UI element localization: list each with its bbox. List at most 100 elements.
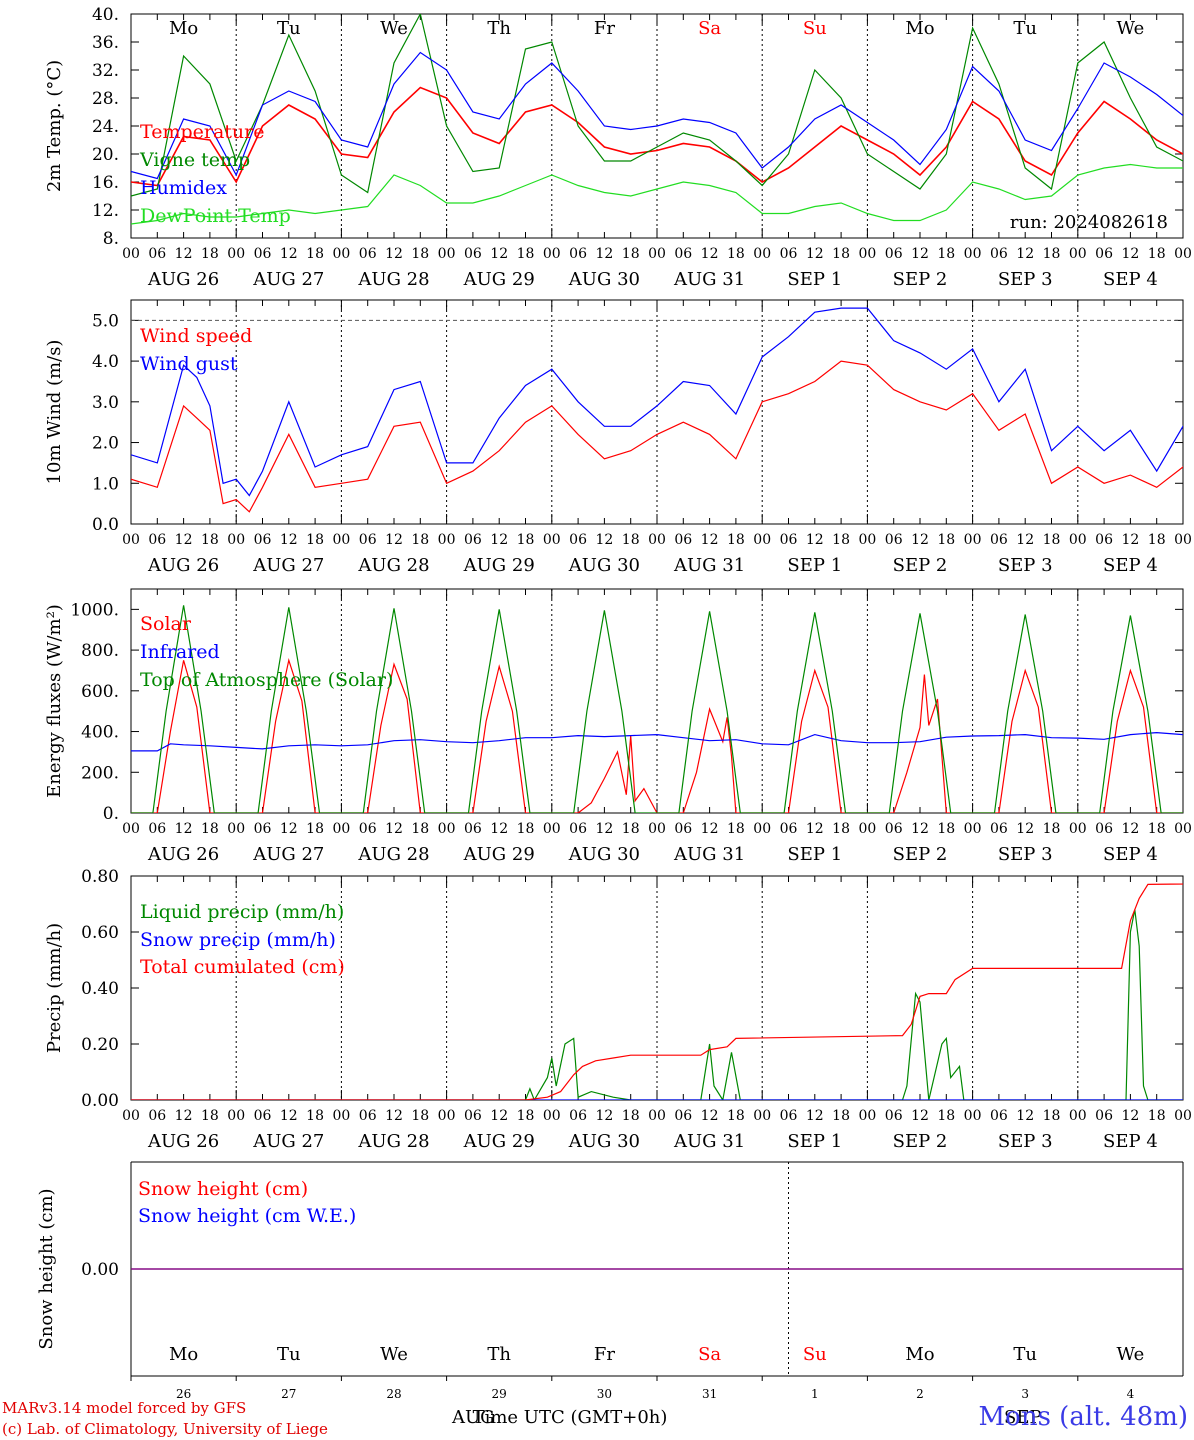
hour-label: 18: [1043, 246, 1061, 262]
hour-label: 00: [332, 1108, 350, 1124]
y-tick-label: 800.: [81, 641, 119, 661]
hour-label: 18: [937, 246, 955, 262]
series-line-humidex: [131, 51, 1183, 180]
date-label: AUG 27: [252, 555, 324, 576]
hour-label: 12: [595, 821, 613, 837]
hour-label: 12: [490, 532, 508, 548]
series-line-liquid-precip-mm-h-: [131, 909, 1183, 1100]
x-axis-title: Time UTC (GMT+0h): [473, 1407, 668, 1428]
hour-label: 18: [937, 532, 955, 548]
day-number: 27: [281, 1387, 296, 1401]
hour-label: 12: [175, 821, 193, 837]
hour-label: 06: [569, 246, 587, 262]
y-tick-label: 1.0: [92, 474, 119, 494]
legend-entry: Infrared: [140, 641, 220, 663]
date-label: SEP 2: [893, 844, 948, 865]
y-tick-label: 0.20: [81, 1035, 119, 1055]
hour-label: 18: [832, 246, 850, 262]
y-axis-label: Energy fluxes (W/m²): [44, 604, 65, 798]
date-label: SEP 4: [1103, 1131, 1158, 1152]
hour-label: 06: [359, 821, 377, 837]
hour-label: 00: [543, 532, 561, 548]
date-label: AUG 26: [147, 1131, 219, 1152]
date-label: SEP 3: [998, 844, 1053, 865]
hour-label: 12: [280, 1108, 298, 1124]
hour-label: 12: [1016, 532, 1034, 548]
legend-entry: Vigne temp: [139, 149, 250, 171]
y-tick-label: 20.: [92, 145, 119, 165]
weekday-label: Mo: [169, 1344, 198, 1365]
y-tick-label: 400.: [81, 723, 119, 743]
y-tick-label: 0.40: [81, 979, 119, 999]
day-number: 3: [1021, 1387, 1029, 1401]
hour-label: 06: [674, 246, 692, 262]
weekday-label: We: [1117, 18, 1145, 39]
hour-label: 00: [122, 1108, 140, 1124]
hour-label: 00: [1069, 532, 1087, 548]
date-label: SEP 3: [998, 269, 1053, 290]
hour-label: 06: [464, 246, 482, 262]
hour-label: 06: [464, 532, 482, 548]
hour-label: 18: [517, 246, 535, 262]
hour-label: 18: [411, 532, 429, 548]
hour-label: 06: [885, 246, 903, 262]
hour-label: 00: [438, 821, 456, 837]
weekday-label: Mo: [905, 1344, 934, 1365]
hour-label: 06: [359, 532, 377, 548]
hour-label: 06: [780, 246, 798, 262]
y-tick-label: 28.: [92, 89, 119, 109]
series-group: [131, 883, 1183, 1100]
hour-label: 00: [227, 1108, 245, 1124]
month-label: SEP: [1004, 1407, 1042, 1428]
hour-label: 18: [832, 532, 850, 548]
hour-label: 12: [911, 1108, 929, 1124]
hour-label: 12: [175, 246, 193, 262]
date-label: AUG 26: [147, 269, 219, 290]
day-number: 4: [1127, 1387, 1135, 1401]
legend-entry: Solar: [140, 613, 192, 635]
y-tick-label: 0.: [103, 804, 119, 824]
hour-label: 06: [359, 1108, 377, 1124]
hour-label: 12: [595, 1108, 613, 1124]
y-tick-label: 0.0: [92, 515, 119, 535]
weekday-label: Su: [803, 1344, 827, 1365]
legend-entry: Snow height (cm): [138, 1178, 308, 1200]
hour-label: 18: [411, 246, 429, 262]
weekday-label: Mo: [905, 18, 934, 39]
weekday-label: Fr: [594, 18, 615, 39]
date-label: AUG 29: [463, 269, 535, 290]
hour-label: 06: [990, 1108, 1008, 1124]
hour-label: 18: [306, 532, 324, 548]
y-tick-label: 4.0: [92, 352, 119, 372]
date-label: AUG 28: [357, 844, 429, 865]
hour-label: 06: [885, 821, 903, 837]
hour-label: 18: [727, 246, 745, 262]
hour-label: 06: [674, 532, 692, 548]
hour-label: 06: [569, 821, 587, 837]
series-group: [131, 14, 1183, 225]
day-number: 28: [386, 1387, 401, 1401]
hour-label: 06: [674, 1108, 692, 1124]
weekday-label: We: [380, 18, 408, 39]
hour-label: 06: [148, 821, 166, 837]
hour-label: 12: [701, 1108, 719, 1124]
hour-label: 12: [385, 246, 403, 262]
hour-label: 18: [727, 1108, 745, 1124]
hour-label: 12: [806, 246, 824, 262]
hour-label: 12: [175, 532, 193, 548]
hour-label: 00: [1174, 532, 1192, 548]
hour-label: 18: [1148, 821, 1166, 837]
hour-label: 12: [911, 532, 929, 548]
hour-label: 06: [254, 532, 272, 548]
date-label: AUG 26: [147, 555, 219, 576]
hour-label: 12: [701, 532, 719, 548]
hour-label: 06: [569, 1108, 587, 1124]
hour-label: 12: [701, 821, 719, 837]
y-tick-label: 600.: [81, 682, 119, 702]
day-number: 26: [176, 1387, 191, 1401]
hour-label: 06: [780, 821, 798, 837]
hour-label: 06: [885, 1108, 903, 1124]
hour-label: 12: [595, 246, 613, 262]
hour-label: 00: [753, 821, 771, 837]
